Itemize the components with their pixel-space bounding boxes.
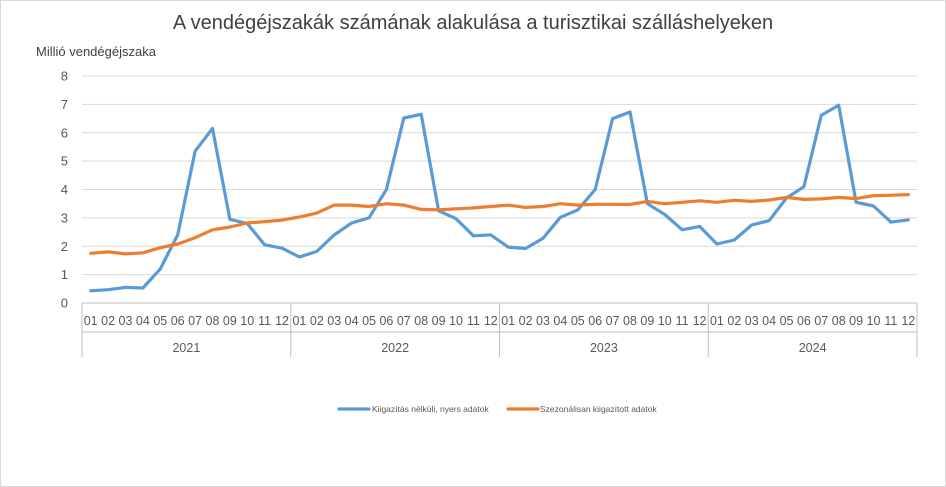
x-tick-label: 06 <box>171 314 185 328</box>
x-tick-label: 08 <box>206 314 220 328</box>
x-tick-label: 03 <box>745 314 759 328</box>
series-line-raw <box>89 103 910 293</box>
x-tick-label: 09 <box>849 314 863 328</box>
y-tick-label: 0 <box>61 296 68 311</box>
y-tick-label: 4 <box>61 182 68 197</box>
x-tick-label: 04 <box>345 314 359 328</box>
y-tick-label: 5 <box>61 154 68 169</box>
x-axis: 01 02 03 04 05 06 07 08 09 10 11 12 01 02 03 04 05 06 07 08… <box>81 303 918 357</box>
y-axis-ticks: 0 1 2 3 4 5 6 7 8 <box>61 69 68 311</box>
year-label: 2023 <box>590 341 618 355</box>
x-tick-label: 01 <box>501 314 515 328</box>
x-tick-label: 03 <box>327 314 341 328</box>
x-tick-label: 02 <box>519 314 533 328</box>
x-tick-label: 11 <box>467 314 480 328</box>
x-tick-label: 12 <box>901 314 915 328</box>
y-tick-label: 1 <box>61 267 68 282</box>
x-tick-label: 03 <box>536 314 550 328</box>
legend-label: Szezonálisan kiigazított adatok <box>540 404 657 414</box>
x-tick-label: 04 <box>136 314 150 328</box>
y-tick-label: 6 <box>61 125 68 140</box>
x-tick-label: 07 <box>814 314 828 328</box>
legend-label: Kiigazítás nélküli, nyers adatok <box>372 404 489 414</box>
x-tick-label: 02 <box>101 314 115 328</box>
x-tick-label: 04 <box>762 314 776 328</box>
year-label: 2024 <box>799 341 827 355</box>
y-tick-label: 7 <box>61 97 68 112</box>
x-tick-label: 08 <box>832 314 846 328</box>
x-tick-label: 10 <box>449 314 463 328</box>
x-tick-label: 06 <box>379 314 393 328</box>
x-tick-label: 06 <box>797 314 811 328</box>
x-tick-label: 10 <box>240 314 254 328</box>
x-tick-label: 11 <box>884 314 897 328</box>
x-tick-label: 12 <box>484 314 498 328</box>
x-tick-label: 05 <box>780 314 794 328</box>
x-tick-label: 12 <box>693 314 707 328</box>
x-tick-label: 04 <box>553 314 567 328</box>
x-tick-label: 10 <box>658 314 672 328</box>
y-tick-label: 3 <box>61 210 68 225</box>
x-tick-label: 02 <box>727 314 741 328</box>
x-tick-label: 05 <box>571 314 585 328</box>
x-tick-label: 01 <box>710 314 724 328</box>
x-tick-label: 07 <box>397 314 411 328</box>
x-tick-label: 09 <box>432 314 446 328</box>
x-tick-label: 06 <box>588 314 602 328</box>
y-axis-label: Millió vendégéjszaka <box>36 44 156 59</box>
x-tick-label: 05 <box>153 314 167 328</box>
gridlines <box>82 75 917 304</box>
series-lines <box>89 103 910 293</box>
legend: Kiigazítás nélküli, nyers adatok Szezonál… <box>337 404 657 414</box>
chart-title: A vendégéjszakák számának alakulása a tu… <box>172 12 774 34</box>
x-tick-label: 08 <box>623 314 637 328</box>
x-tick-label: 10 <box>867 314 881 328</box>
x-tick-label: 05 <box>362 314 376 328</box>
x-tick-label: 11 <box>258 314 271 328</box>
x-tick-label: 11 <box>676 314 689 328</box>
x-tick-label: 07 <box>188 314 202 328</box>
x-tick-label: 02 <box>310 314 324 328</box>
year-label: 2022 <box>381 341 409 355</box>
x-tick-label: 07 <box>606 314 620 328</box>
x-tick-label: 12 <box>275 314 289 328</box>
x-tick-label: 09 <box>223 314 237 328</box>
x-tick-label: 01 <box>292 314 306 328</box>
x-tick-label: 03 <box>119 314 133 328</box>
x-tick-label: 09 <box>640 314 654 328</box>
year-label: 2021 <box>172 341 200 355</box>
y-tick-label: 2 <box>61 239 68 254</box>
x-tick-label: 08 <box>414 314 428 328</box>
series-line-seasonally-adjusted <box>89 193 910 256</box>
y-tick-label: 8 <box>61 69 68 84</box>
x-tick-label: 01 <box>84 314 98 328</box>
